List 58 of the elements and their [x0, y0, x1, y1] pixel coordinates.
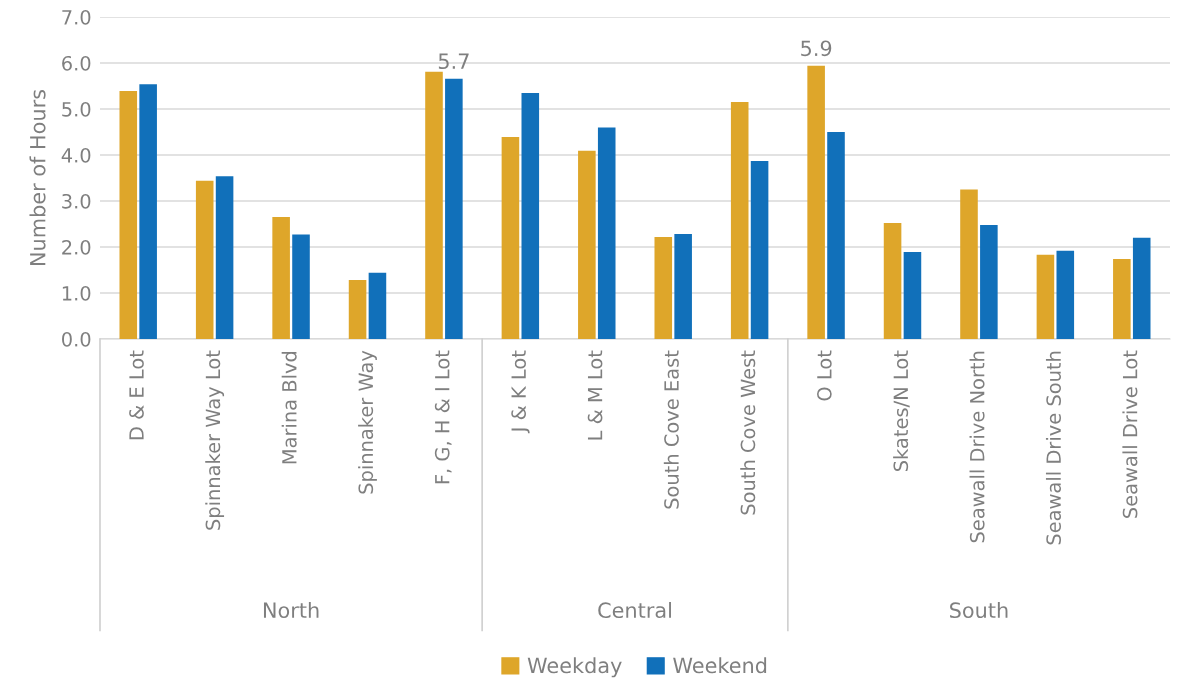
bar: [368, 272, 387, 339]
y-tick-label: 2.0: [62, 239, 91, 255]
x-tick-label: D & E Lot: [129, 350, 144, 440]
legend-label: Weekend: [673, 657, 767, 674]
bar: [272, 217, 290, 339]
y-tick-label: 1.0: [62, 285, 91, 301]
x-tick-label: Spinnaker Way: [358, 350, 377, 494]
y-tick-label: 5.0: [62, 101, 91, 117]
x-tick-label: Spinnaker Way Lot: [205, 350, 225, 530]
x-tick-label: J & K Lot: [511, 350, 530, 434]
y-tick-label: 7.0: [62, 9, 91, 25]
data-label: 5.9: [801, 40, 832, 57]
bar: [501, 137, 520, 339]
bar: [445, 78, 463, 339]
x-tick-label: South Cove East: [663, 350, 679, 509]
y-tick-label: 3.0: [62, 193, 91, 209]
x-tick-label: Skates/N Lot: [893, 350, 910, 472]
bar: [674, 234, 692, 339]
text: South: [950, 601, 1008, 619]
bar: [1113, 258, 1131, 339]
y-tick-label: 4.0: [61, 147, 91, 163]
x-tick-label: Seawall Drive North: [969, 351, 985, 543]
data-label: 5.7: [438, 53, 469, 70]
bar: [730, 102, 749, 339]
bar: [980, 224, 998, 339]
legend-label: Weekday: [527, 657, 622, 678]
bar: [903, 252, 922, 339]
bar: [883, 223, 902, 339]
x-tick-label: Seawall Drive Lot: [1122, 350, 1138, 518]
bar: [292, 234, 310, 339]
bar: [807, 65, 825, 339]
bar: [1036, 254, 1055, 339]
bar: [1132, 237, 1151, 339]
bar: [654, 236, 673, 339]
x-tick-label: F, G, H & I Lot: [434, 350, 452, 484]
bar: [827, 132, 845, 339]
bar: [597, 127, 616, 339]
text: Central: [598, 601, 671, 619]
bar: [425, 71, 443, 339]
y-axis-title: Number of Hours: [29, 89, 46, 265]
bar: [119, 91, 138, 339]
bar: [750, 160, 769, 339]
x-tick-label: Marina Blvd: [281, 351, 297, 464]
x-tick-label: Seawall Drive South: [1045, 351, 1061, 545]
x-tick-label: O Lot: [817, 350, 832, 401]
bar: [960, 189, 978, 339]
text: North: [263, 601, 319, 619]
x-tick-label: South Cove West: [740, 350, 756, 515]
bar: [139, 84, 157, 339]
bar: [348, 280, 367, 339]
bar: [1056, 250, 1075, 339]
bar: [215, 176, 234, 339]
y-tick-label: 6.0: [62, 55, 91, 71]
bar: [521, 92, 540, 339]
bar: [578, 150, 596, 339]
x-tick-label: L & M Lot: [587, 350, 603, 440]
bar: [195, 180, 214, 339]
y-tick-label: 0.0: [62, 331, 91, 347]
